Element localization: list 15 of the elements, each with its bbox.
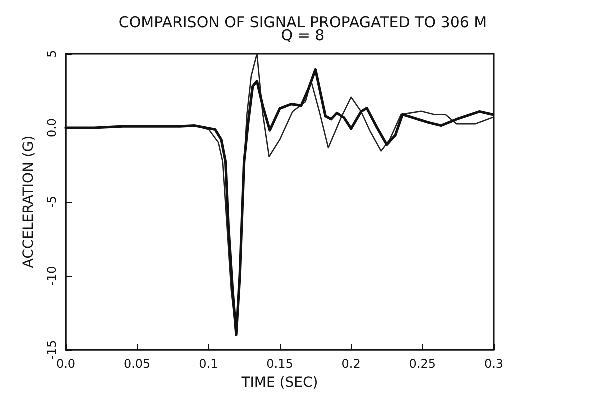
chart-subtitle: Q = 8 [281,26,325,44]
x-tick-label: 0.2 [342,357,361,371]
x-tick-label: 0.1 [199,357,218,371]
y-axis-title: ACCELERATION (G) [21,136,37,268]
x-tick-label: 0.25 [409,357,436,371]
x-tick-label: 0.3 [484,357,504,371]
x-axis-title: TIME (SEC) [240,375,318,391]
y-tick-label: -10 [45,266,59,286]
x-tick-label: 0.05 [124,357,151,371]
x-tick-label: 0.0 [56,357,76,371]
y-tick-label: -5 [45,196,59,208]
y-tick-label: 5 [45,50,59,58]
y-tick-label: 0.0 [45,118,59,138]
x-tick-label: 0.15 [266,357,294,371]
y-tick-label: -15 [45,340,59,360]
